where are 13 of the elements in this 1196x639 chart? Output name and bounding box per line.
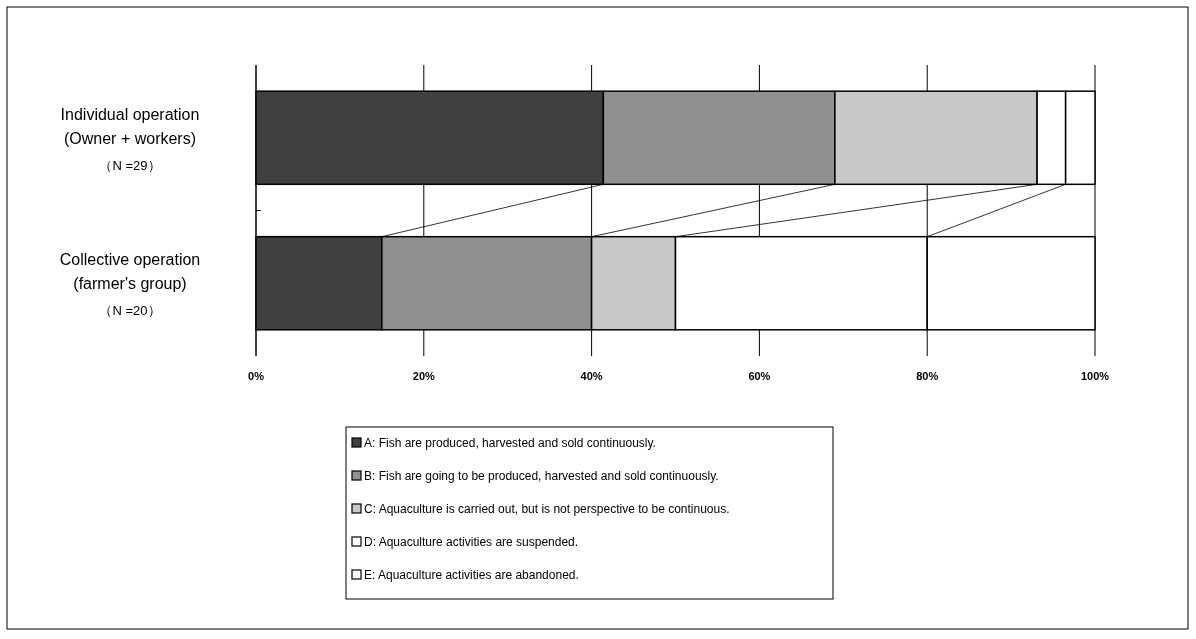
x-tick-label: 100% xyxy=(1080,370,1110,382)
legend-label: B: Fish are going to be produced, harvested and sold continuously. xyxy=(364,469,719,483)
legend-label: E: Aquaculture activities are abandoned. xyxy=(364,568,579,582)
x-tick-label: 80% xyxy=(916,370,939,382)
legend-label: A: Fish are produced, harvested and sold continuously. xyxy=(364,436,656,450)
x-tick-label: 60% xyxy=(748,370,771,382)
legend-label: D: Aquaculture activities are suspended. xyxy=(364,535,579,549)
x-tick-label: 40% xyxy=(580,370,603,382)
x-tick-label: 20% xyxy=(412,370,436,382)
legend-label: C: Aquaculture is carried out, but is not perspective to be continuous. xyxy=(364,502,730,516)
y-tick-label: Collective operation (farmer's group) （N =20） xyxy=(59,251,201,319)
y-tick-label: Individual operation (Owner + workers) （N =29） xyxy=(60,105,200,173)
x-tick-label: 0% xyxy=(248,370,265,382)
